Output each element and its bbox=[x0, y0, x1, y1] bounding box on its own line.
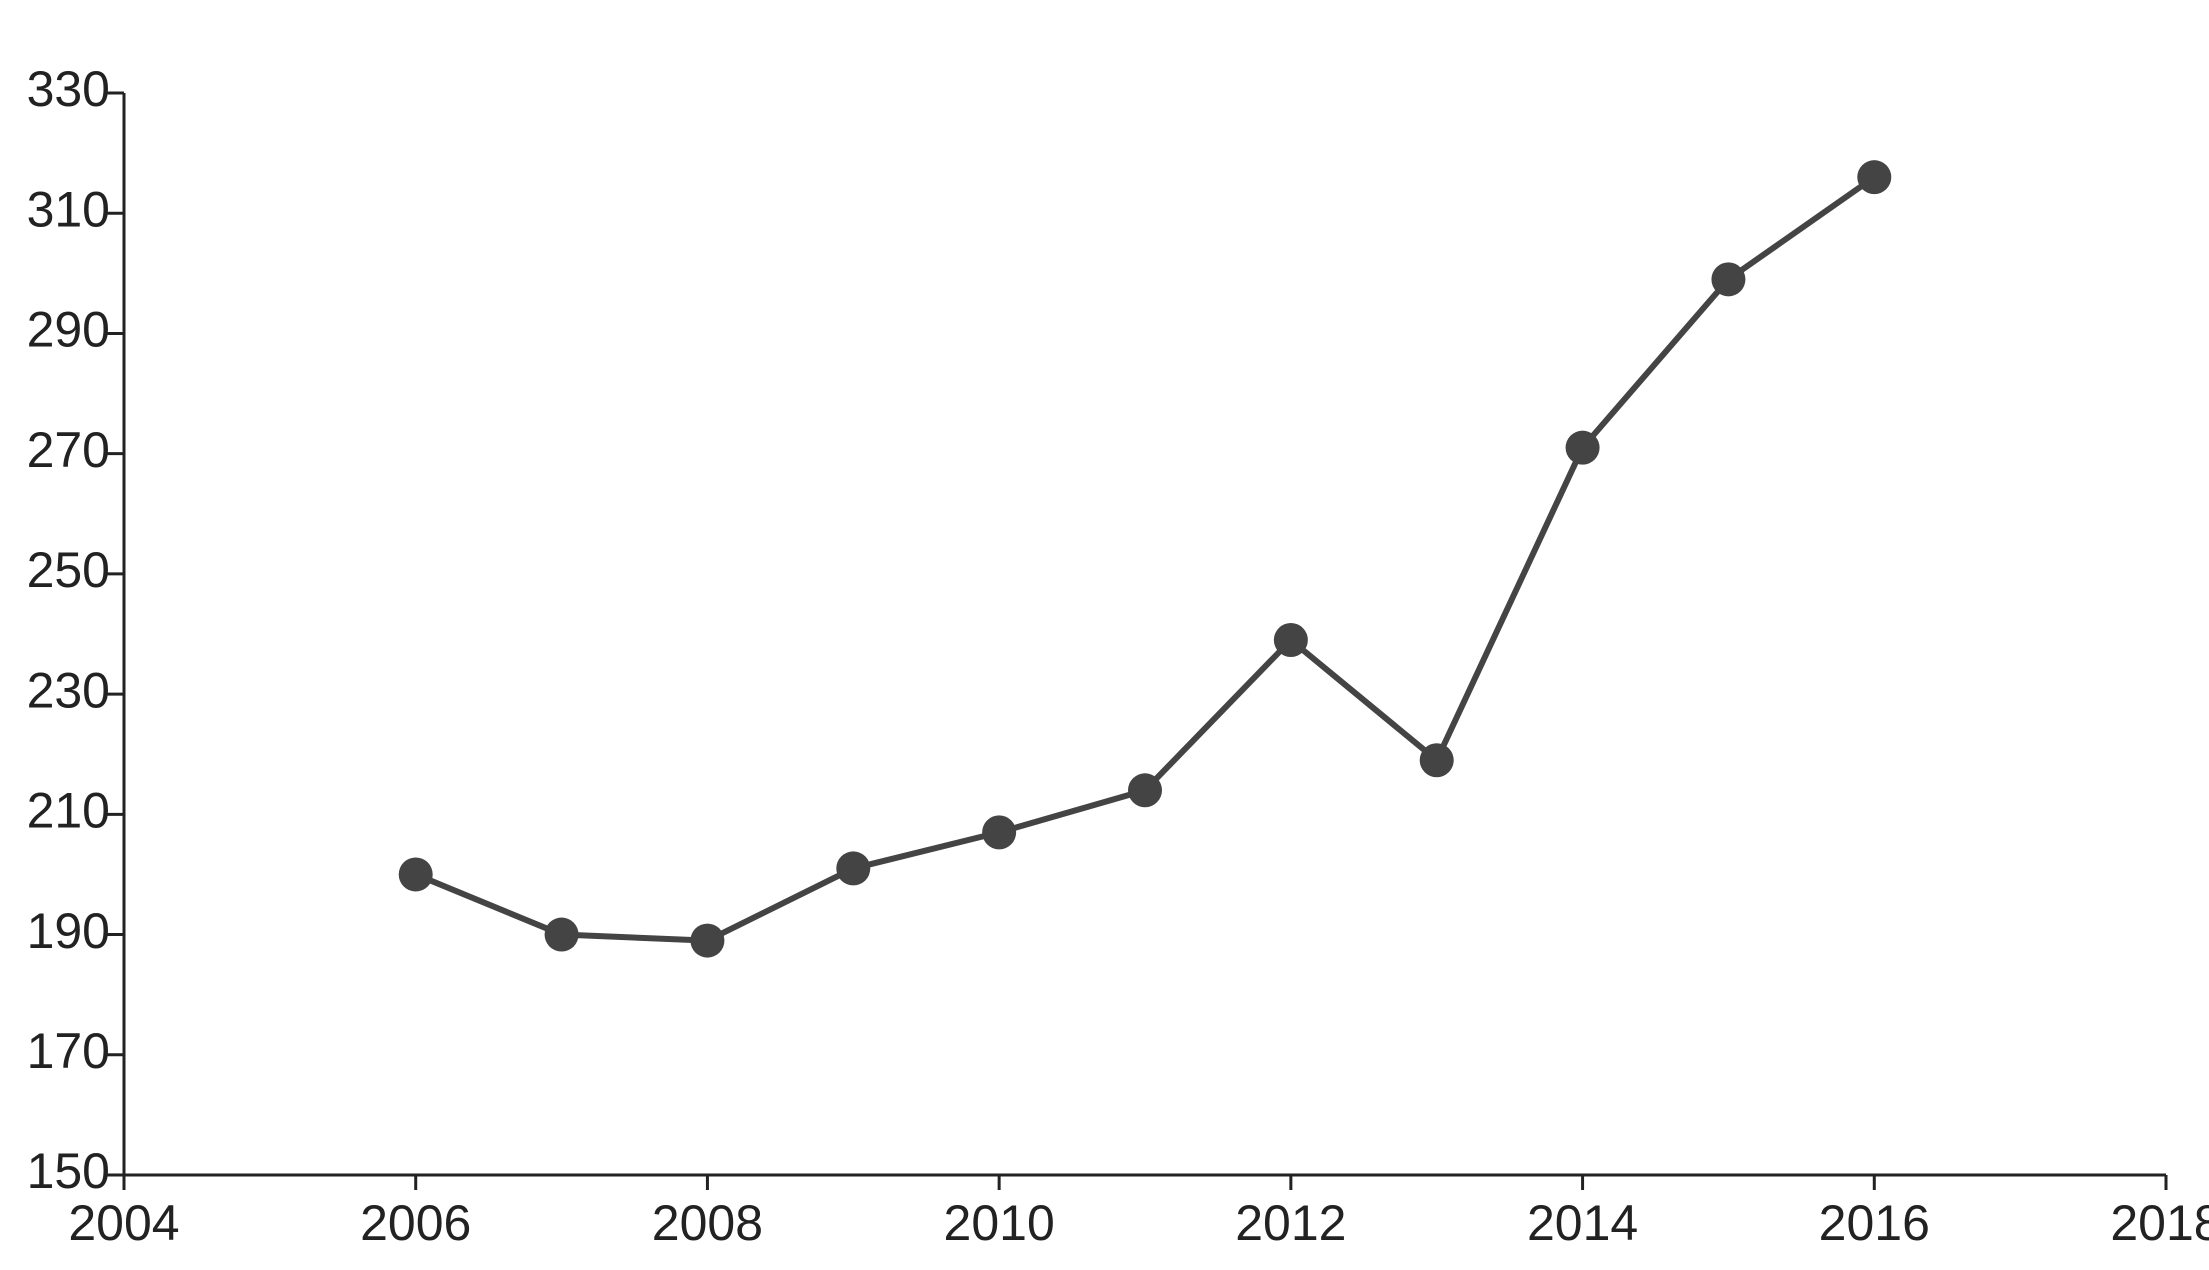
x-tick-label: 2010 bbox=[944, 1195, 1055, 1251]
x-tick-label: 2012 bbox=[1235, 1195, 1346, 1251]
y-tick-label: 250 bbox=[27, 542, 110, 598]
y-tick-label: 230 bbox=[27, 662, 110, 718]
x-tick-label: 2014 bbox=[1527, 1195, 1638, 1251]
x-tick-label: 2016 bbox=[1819, 1195, 1930, 1251]
data-point bbox=[836, 851, 871, 886]
x-tick-label: 2008 bbox=[652, 1195, 763, 1251]
x-tick-label: 2004 bbox=[68, 1195, 179, 1251]
y-tick-label: 330 bbox=[27, 61, 110, 117]
data-point bbox=[398, 857, 433, 892]
y-tick-label: 150 bbox=[27, 1143, 110, 1199]
data-point bbox=[1857, 160, 1892, 195]
y-tick-label: 270 bbox=[27, 422, 110, 478]
data-line bbox=[414, 174, 1877, 944]
data-point bbox=[1273, 623, 1308, 658]
data-point bbox=[1565, 430, 1600, 465]
y-tick-label: 310 bbox=[27, 181, 110, 237]
y-tick-label: 210 bbox=[27, 783, 110, 839]
x-tick-label: 2006 bbox=[360, 1195, 471, 1251]
x-tick-label: 2018 bbox=[2110, 1195, 2209, 1251]
y-tick-label: 170 bbox=[27, 1023, 110, 1079]
y-tick-label: 190 bbox=[27, 903, 110, 959]
data-point bbox=[1419, 743, 1454, 778]
data-point bbox=[544, 917, 579, 952]
data-point bbox=[1128, 773, 1162, 808]
y-tick-label: 290 bbox=[27, 302, 110, 358]
data-point bbox=[982, 815, 1017, 850]
data-point bbox=[690, 923, 725, 958]
data-point bbox=[1711, 262, 1746, 297]
